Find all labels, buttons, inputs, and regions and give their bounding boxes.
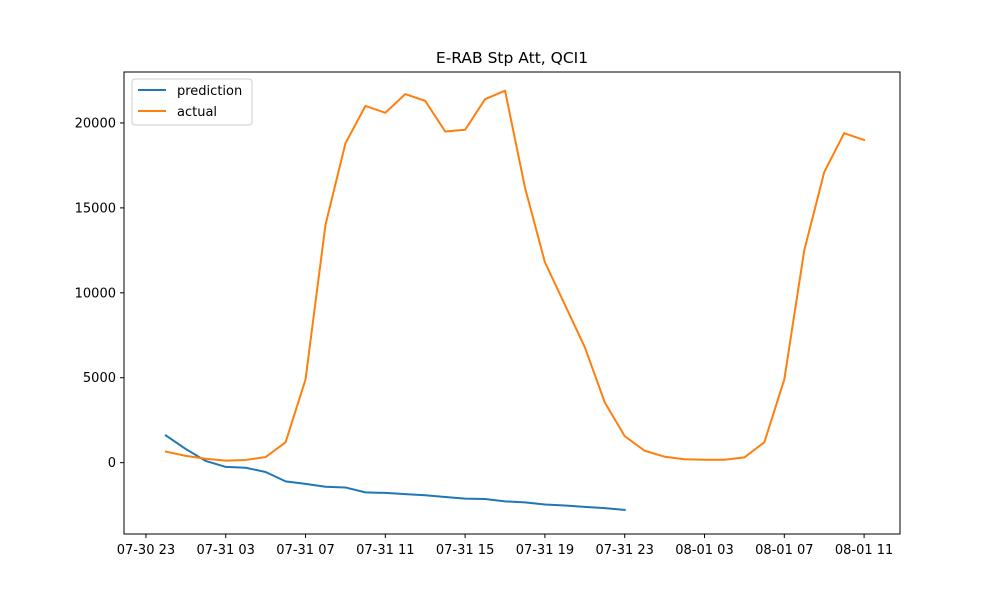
- x-tick-label: 07-30 23: [117, 543, 175, 558]
- series-line-prediction: [164, 434, 626, 511]
- x-tick-label: 07-31 19: [516, 543, 574, 558]
- plot-area: [164, 89, 866, 511]
- x-tick-label: 08-01 07: [755, 543, 813, 558]
- chart-title: E-RAB Stp Att, QCI1: [436, 49, 588, 67]
- y-tick-label: 0: [108, 456, 116, 471]
- legend-label-prediction: prediction: [177, 84, 242, 99]
- x-tick-label: 07-31 15: [436, 543, 494, 558]
- axes: 07-30 23 07-31 03 07-31 07 07-31 11 07-31 15…: [75, 71, 901, 558]
- x-tick-label: 07-31 07: [276, 543, 334, 558]
- series-line-actual: [164, 89, 866, 462]
- x-tick-label: 07-31 23: [595, 543, 653, 558]
- x-tick-label: 08-01 11: [835, 543, 893, 558]
- y-tick-label: 15000: [75, 201, 116, 216]
- axes-frame: [123, 71, 901, 535]
- x-tick-label: 07-31 03: [197, 543, 255, 558]
- y-tick-label: 10000: [75, 286, 116, 301]
- legend-label-actual: actual: [177, 105, 217, 120]
- x-tick-label: 08-01 03: [675, 543, 733, 558]
- legend: prediction actual: [131, 78, 253, 126]
- x-tick-label: 07-31 11: [356, 543, 414, 558]
- y-tick-label: 5000: [83, 371, 116, 386]
- y-tick-label: 20000: [75, 116, 116, 131]
